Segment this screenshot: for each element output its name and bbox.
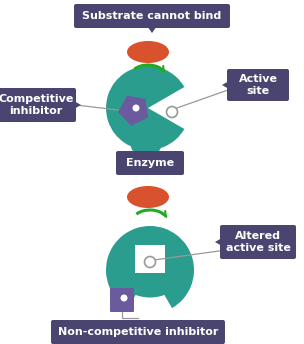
Polygon shape xyxy=(147,26,157,33)
Text: Non-competitive inhibitor: Non-competitive inhibitor xyxy=(58,327,218,337)
Text: Altered
active site: Altered active site xyxy=(226,231,290,253)
Circle shape xyxy=(120,294,127,301)
Text: Competitive
inhibitor: Competitive inhibitor xyxy=(0,94,74,116)
FancyBboxPatch shape xyxy=(135,245,165,273)
FancyBboxPatch shape xyxy=(74,4,230,28)
Circle shape xyxy=(133,105,140,111)
Ellipse shape xyxy=(127,41,169,63)
Circle shape xyxy=(144,257,156,268)
Ellipse shape xyxy=(123,262,178,298)
Polygon shape xyxy=(215,238,222,246)
Circle shape xyxy=(167,107,178,118)
Wedge shape xyxy=(106,66,184,150)
FancyBboxPatch shape xyxy=(220,225,296,259)
Ellipse shape xyxy=(127,186,169,208)
FancyBboxPatch shape xyxy=(0,88,76,122)
FancyBboxPatch shape xyxy=(227,69,289,101)
FancyBboxPatch shape xyxy=(110,288,134,312)
FancyBboxPatch shape xyxy=(51,320,225,344)
FancyBboxPatch shape xyxy=(116,151,184,175)
Ellipse shape xyxy=(131,136,161,156)
Polygon shape xyxy=(222,81,229,89)
Text: Enzyme: Enzyme xyxy=(126,158,174,168)
Text: Active
site: Active site xyxy=(239,74,278,96)
Wedge shape xyxy=(106,226,194,308)
Polygon shape xyxy=(74,101,81,109)
Text: Substrate cannot bind: Substrate cannot bind xyxy=(82,11,222,21)
